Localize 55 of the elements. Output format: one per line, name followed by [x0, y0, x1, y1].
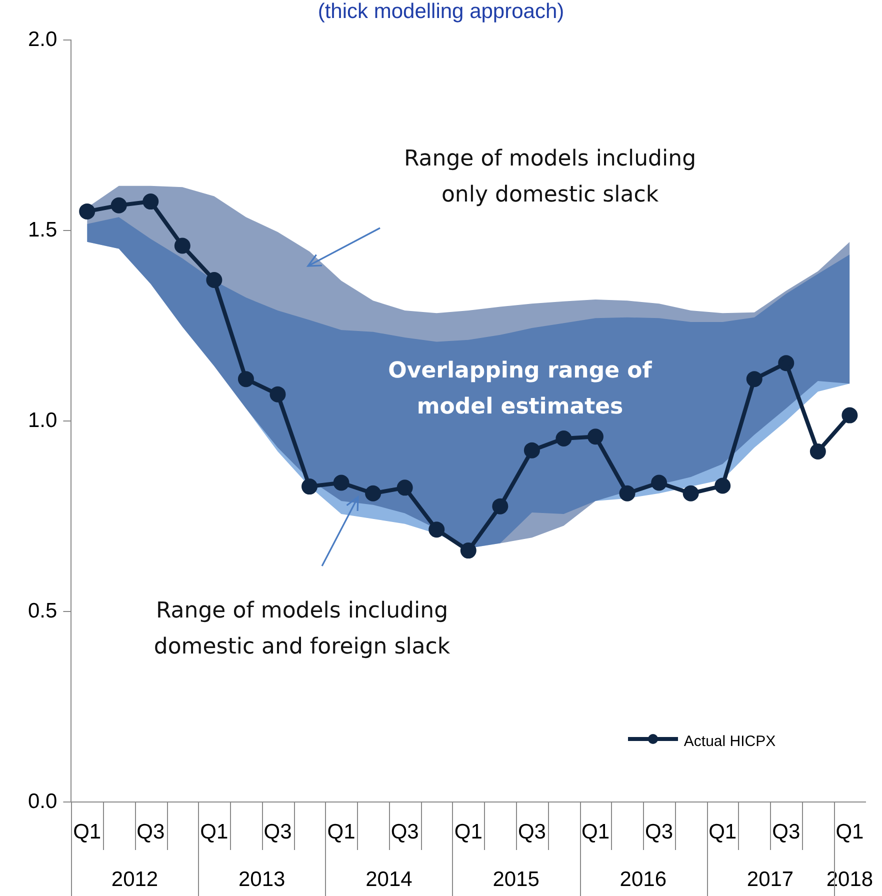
point [556, 430, 572, 447]
point [270, 386, 286, 402]
point [651, 474, 668, 491]
legend-label: Actual HICPX [684, 732, 776, 750]
point [524, 442, 540, 458]
point [238, 371, 254, 388]
point [682, 485, 699, 502]
x-tick-label: Q1 [200, 820, 228, 844]
point [396, 480, 413, 496]
y-tick-label: 1.0 [28, 408, 58, 432]
x-tick-label: Q3 [518, 820, 546, 844]
point [492, 498, 508, 514]
chart-subtitle: (thick modelling approach) [316, 0, 566, 24]
point [110, 197, 127, 214]
x-tick-label: Q1 [581, 820, 610, 844]
x-tick-label: Q3 [264, 820, 292, 844]
point [842, 407, 858, 424]
annotation: Range of models including domestic and foreign slack [154, 598, 450, 660]
text: 2017 [746, 868, 794, 891]
point [142, 194, 159, 210]
point [460, 542, 476, 559]
point [619, 485, 636, 502]
text: 2015 [492, 868, 540, 891]
y-tick-label: 0.5 [28, 599, 58, 622]
point [810, 443, 826, 460]
x-tick-label: Q1 [708, 820, 737, 844]
point [174, 238, 190, 254]
point [302, 478, 318, 495]
y-tick-label: 2.0 [28, 28, 58, 51]
annotation: Range of models including only domestic slack [404, 146, 696, 208]
x-tick-label: Q3 [136, 820, 165, 844]
x-tick-label: Q3 [772, 820, 800, 844]
y-tick-label: 1.5 [28, 218, 58, 242]
point [587, 428, 604, 445]
x-tick-label: Q1 [836, 820, 864, 844]
text: 2012 [111, 868, 158, 891]
point [746, 371, 762, 388]
point [206, 272, 222, 288]
text: 2018 [826, 868, 874, 891]
point [333, 474, 350, 491]
point [428, 522, 445, 538]
x-tick-label: Q1 [327, 820, 356, 844]
point [365, 485, 382, 502]
point [714, 478, 731, 494]
x-tick-label: Q3 [390, 820, 419, 844]
x-tick-label: Q1 [454, 820, 482, 844]
x-tick-label: Q3 [645, 820, 674, 844]
point [778, 355, 794, 372]
text: 2016 [620, 868, 667, 891]
text: 2014 [366, 868, 413, 891]
x-tick-label: Q1 [73, 820, 102, 844]
text: 2013 [238, 868, 286, 891]
annotation: Overlapping range of model estimates [388, 358, 652, 420]
point [79, 203, 96, 220]
y-tick-label: 0.0 [28, 790, 58, 813]
